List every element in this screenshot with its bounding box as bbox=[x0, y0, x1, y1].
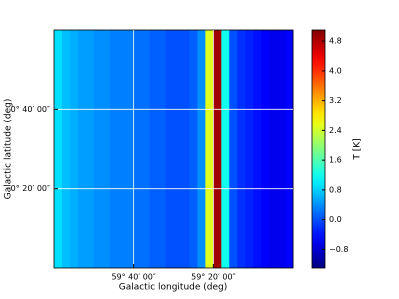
heat-cell bbox=[125, 30, 135, 268]
heat-cell bbox=[261, 30, 270, 268]
heat-cell bbox=[277, 30, 286, 268]
heat-cell bbox=[101, 30, 111, 268]
heat-cell bbox=[69, 30, 79, 268]
heat-cell bbox=[77, 30, 87, 268]
heat-cell bbox=[253, 30, 262, 268]
heat-cell bbox=[197, 30, 206, 268]
heat-cell bbox=[117, 30, 127, 268]
heat-cell bbox=[61, 30, 71, 268]
heat-cell bbox=[245, 30, 254, 268]
heat-cell bbox=[237, 30, 246, 268]
colorbar-tick-label: 0.0 bbox=[329, 215, 342, 224]
heat-cell bbox=[141, 30, 151, 268]
heat-cell bbox=[221, 30, 230, 268]
heat-cell bbox=[181, 30, 190, 268]
x-axis-label: Galactic longitude (deg) bbox=[119, 283, 228, 293]
colorbar-label: T [K] bbox=[353, 138, 363, 160]
heat-cell bbox=[205, 30, 214, 268]
colorbar-tick-label: 2.4 bbox=[329, 126, 342, 135]
heat-cell bbox=[157, 30, 167, 268]
colorbar bbox=[311, 29, 326, 269]
x-tick-label: 59° 20′ 00″ bbox=[191, 273, 235, 282]
heat-cell bbox=[133, 30, 143, 268]
heat-cell bbox=[173, 30, 182, 268]
heat-cell bbox=[149, 30, 159, 268]
heat-cell bbox=[93, 30, 103, 268]
y-tick-label: 0° 20′ 00″ bbox=[11, 184, 50, 193]
colorbar-tick-label: 3.2 bbox=[329, 96, 342, 105]
x-tick-label: 59° 40′ 00″ bbox=[111, 273, 155, 282]
heat-cell bbox=[165, 30, 174, 268]
heat-cell bbox=[85, 30, 95, 268]
colorbar-tick-label: 0.8 bbox=[329, 185, 342, 194]
heat-cell bbox=[54, 30, 63, 268]
heat-cell bbox=[109, 30, 119, 268]
colorbar-tick-label: 1.6 bbox=[329, 156, 342, 165]
heat-cell bbox=[213, 30, 222, 268]
y-tick-label: 0° 40′ 00″ bbox=[11, 105, 50, 114]
colorbar-tick-label: −0.8 bbox=[329, 245, 348, 254]
plot-frame bbox=[53, 29, 294, 269]
heat-cell bbox=[189, 30, 198, 268]
colorbar-tick-label: 4.0 bbox=[329, 66, 342, 75]
heat-cell bbox=[285, 30, 294, 268]
heat-cell bbox=[269, 30, 278, 268]
colorbar-tick-label: 4.8 bbox=[329, 37, 342, 46]
y-axis-label: Galactic latitude (deg) bbox=[4, 99, 14, 200]
heat-cell bbox=[229, 30, 238, 268]
